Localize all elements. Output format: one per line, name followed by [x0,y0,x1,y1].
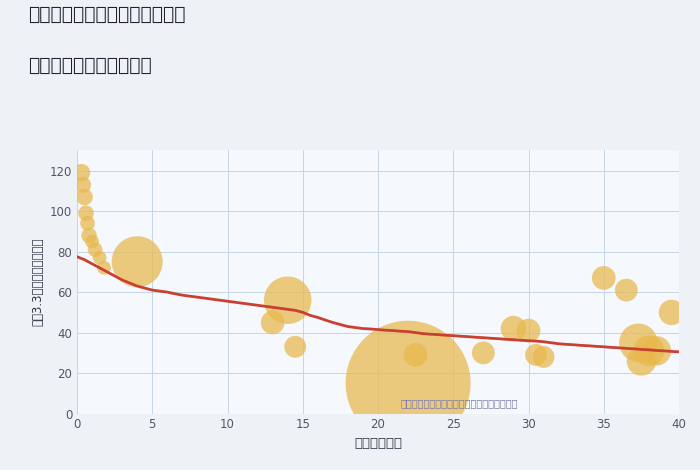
Text: 福岡県北九州市小倉南区辻三の: 福岡県北九州市小倉南区辻三の [28,5,186,24]
Point [523,327,534,334]
Point [402,379,414,387]
Point [78,181,89,188]
Point [132,258,143,266]
Point [99,264,110,272]
Point [80,210,92,217]
Point [666,309,677,316]
Point [598,274,609,282]
Point [643,347,655,354]
Point [636,357,647,365]
Y-axis label: 坪（3.3㎡）単価（万円）: 坪（3.3㎡）単価（万円） [32,238,44,326]
Point [477,349,489,357]
Point [79,193,90,201]
Point [538,353,549,360]
Point [290,343,301,351]
Point [87,238,98,245]
Point [82,219,93,227]
Point [531,351,542,359]
Point [76,169,87,176]
Point [267,319,278,326]
Point [83,232,94,239]
Text: 築年数別中古戸建て価格: 築年数別中古戸建て価格 [28,56,152,75]
Point [94,254,105,261]
Point [651,347,662,354]
Text: 円の大きさは、取引のあった物件面積を示す: 円の大きさは、取引のあった物件面積を示す [400,399,518,408]
Point [410,351,421,359]
Point [508,325,519,332]
Point [621,286,632,294]
Point [633,339,644,346]
X-axis label: 築年数（年）: 築年数（年） [354,437,402,450]
Point [282,297,293,304]
Point [90,246,101,253]
